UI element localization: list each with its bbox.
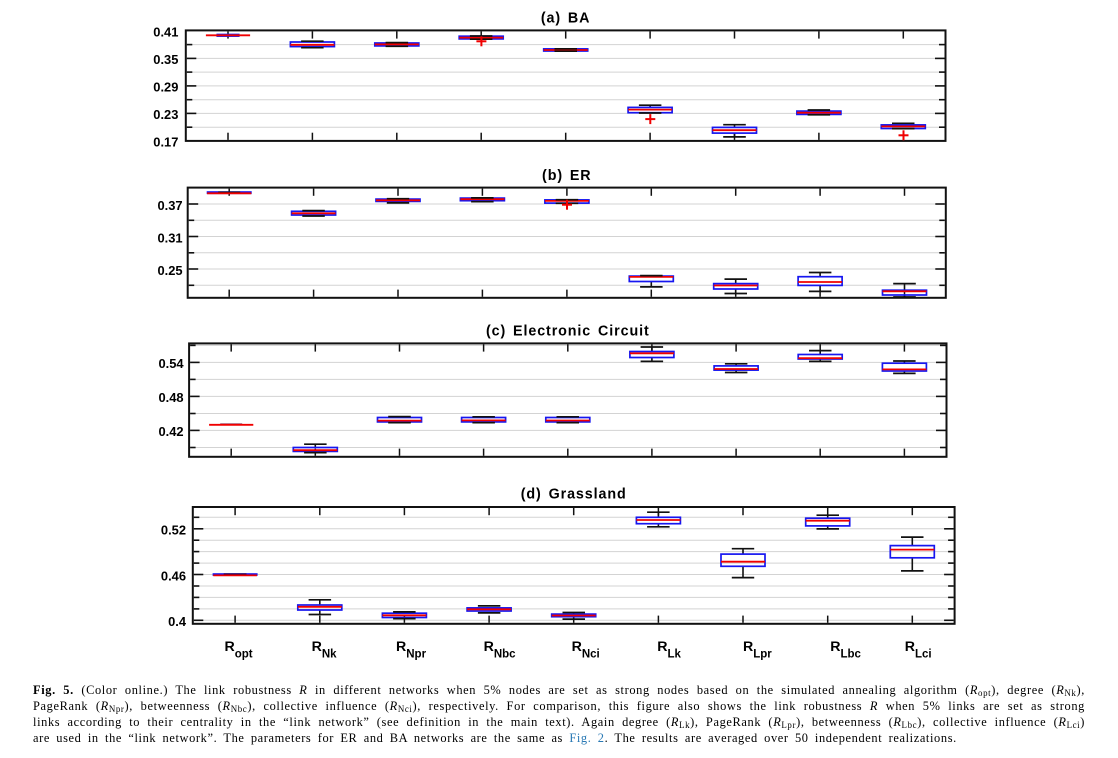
svg-text:0.23: 0.23 <box>153 107 178 122</box>
svg-text:0.31: 0.31 <box>158 230 183 245</box>
svg-text:0.46: 0.46 <box>161 568 186 583</box>
svg-text:RNci: RNci <box>572 639 600 661</box>
svg-text:0.25: 0.25 <box>158 263 183 278</box>
svg-text:0.4: 0.4 <box>168 614 187 629</box>
svg-text:0.54: 0.54 <box>159 356 185 371</box>
svg-text:0.41: 0.41 <box>153 25 178 40</box>
svg-text:RNpr: RNpr <box>396 639 427 661</box>
svg-text:0.37: 0.37 <box>158 198 183 213</box>
svg-text:0.35: 0.35 <box>153 52 178 67</box>
svg-text:RNbc: RNbc <box>484 639 517 661</box>
svg-text:(a) BA: (a) BA <box>541 11 591 27</box>
svg-text:RLk: RLk <box>657 639 681 661</box>
svg-text:(d) Grassland: (d) Grassland <box>521 486 627 502</box>
svg-text:Ropt: Ropt <box>225 639 253 661</box>
svg-text:RLpr: RLpr <box>743 639 772 661</box>
svg-text:0.17: 0.17 <box>153 135 178 150</box>
svg-text:0.48: 0.48 <box>159 390 184 405</box>
svg-text:(c) Electronic Circuit: (c) Electronic Circuit <box>486 324 650 340</box>
svg-text:RLci: RLci <box>905 639 932 661</box>
svg-text:0.52: 0.52 <box>161 523 186 538</box>
svg-text:RLbc: RLbc <box>830 639 861 661</box>
svg-text:(b) ER: (b) ER <box>542 168 592 184</box>
svg-text:0.42: 0.42 <box>159 424 184 439</box>
svg-text:0.29: 0.29 <box>153 80 178 95</box>
svg-text:RNk: RNk <box>312 639 338 661</box>
